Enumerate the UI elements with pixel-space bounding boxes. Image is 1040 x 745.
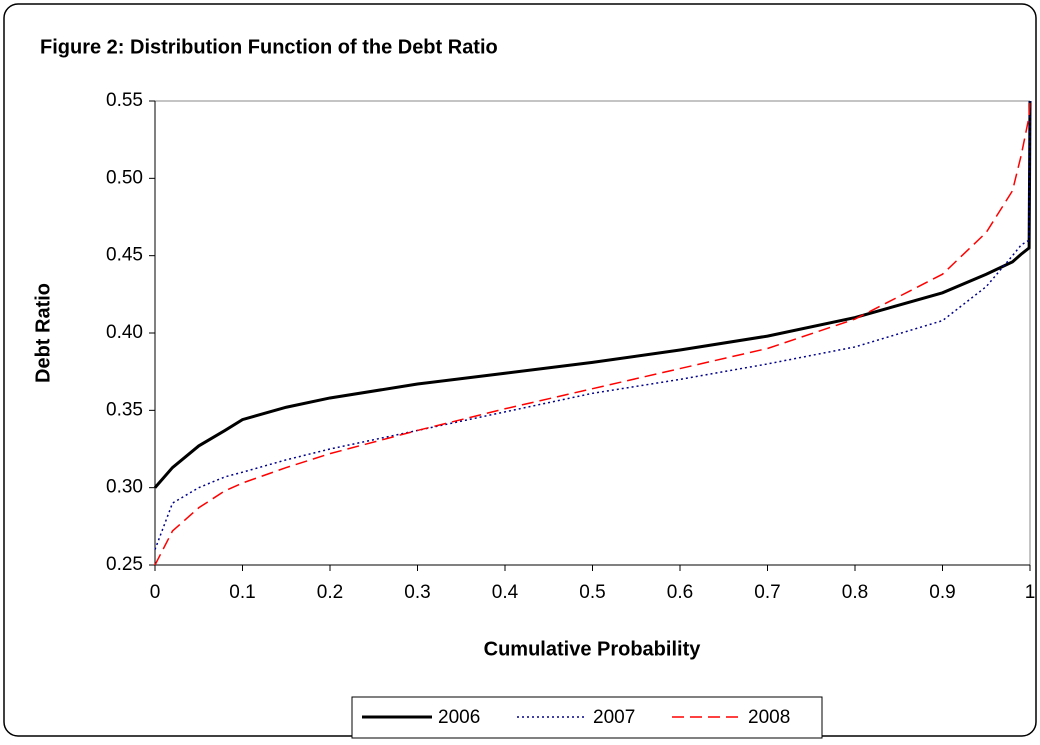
series-line [154, 100, 1031, 550]
x-tick-label: 0 [150, 582, 161, 603]
x-tick-label: 0.3 [404, 582, 430, 603]
legend-box [351, 696, 823, 739]
legend-label: 2008 [748, 707, 790, 728]
series-line [154, 100, 1031, 566]
series-line [153, 100, 1032, 489]
x-tick-label: 1 [1025, 582, 1036, 603]
y-tick-label: 0.45 [106, 245, 143, 266]
x-tick-label: 0.7 [754, 582, 780, 603]
x-tick-label: 0.5 [579, 582, 605, 603]
x-tick-label: 0.1 [229, 582, 255, 603]
x-axis-label: Cumulative Probability [484, 638, 702, 660]
x-tick-label: 0.2 [317, 582, 343, 603]
y-tick-label: 0.55 [106, 90, 143, 111]
y-tick-label: 0.25 [106, 554, 143, 575]
x-tick-label: 0.6 [667, 582, 693, 603]
x-tick-label: 0.4 [492, 582, 519, 603]
y-tick-label: 0.50 [106, 167, 143, 188]
x-tick-label: 0.9 [929, 582, 955, 603]
y-tick-label: 0.30 [106, 477, 143, 498]
y-tick-label: 0.35 [106, 399, 143, 420]
y-tick-label: 0.40 [106, 322, 143, 343]
chart-title: Figure 2: Distribution Function of the D… [40, 36, 498, 58]
legend-label: 2006 [438, 707, 480, 728]
y-axis-label: Debt Ratio [32, 283, 54, 383]
x-tick-label: 0.8 [842, 582, 868, 603]
legend-label: 2007 [593, 707, 635, 728]
